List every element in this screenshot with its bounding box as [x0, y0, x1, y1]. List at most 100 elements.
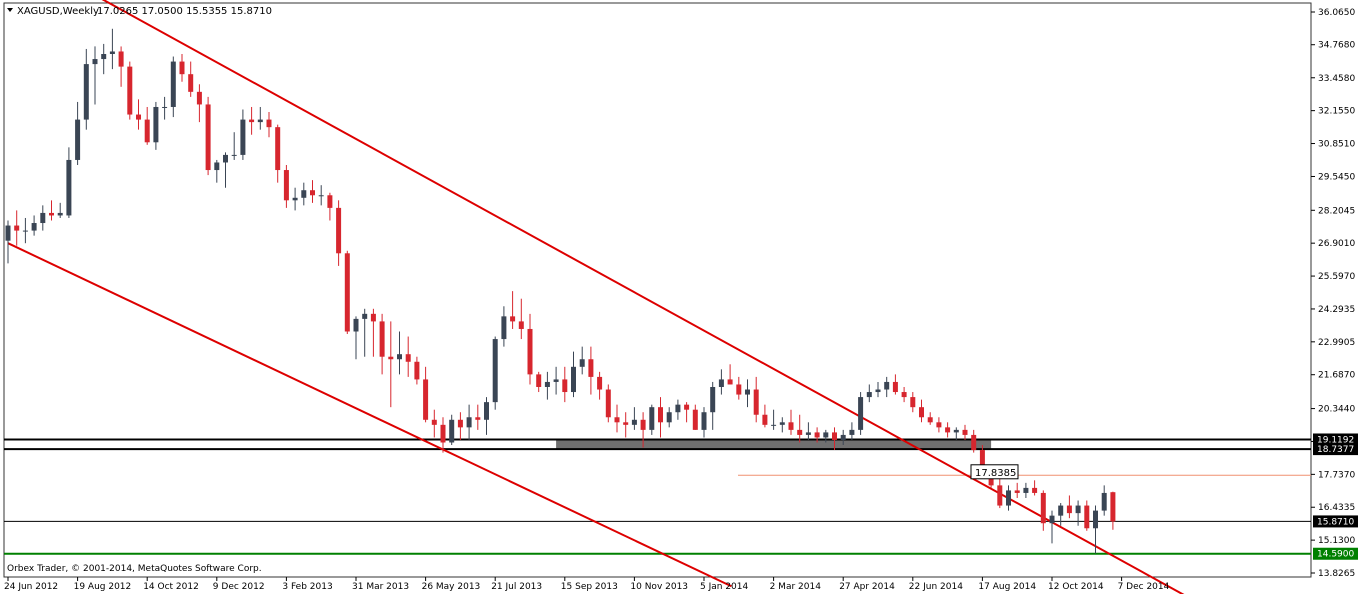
candle-body: [22, 230, 28, 232]
candle: [414, 356, 420, 385]
candle: [318, 185, 324, 206]
candle-body: [379, 321, 385, 357]
dropdown-triangle-icon[interactable]: [7, 8, 13, 12]
candle: [249, 106, 255, 135]
candle: [840, 429, 846, 446]
candle-body: [997, 485, 1003, 506]
chart-symbol-title: XAGUSD,Weekly: [17, 6, 99, 17]
candle: [666, 407, 672, 428]
candle: [449, 414, 455, 446]
candle-body: [431, 419, 437, 425]
candle: [945, 422, 951, 438]
candle-body: [840, 434, 846, 440]
candle-body: [1084, 505, 1090, 529]
candle-body: [57, 212, 63, 216]
candle: [910, 392, 916, 413]
candle-body: [214, 162, 220, 171]
y-tick-label: 26.9010: [1318, 239, 1355, 249]
candle: [805, 422, 811, 440]
candle: [892, 374, 898, 395]
candle-body: [170, 61, 176, 107]
candle-body: [188, 74, 194, 92]
chart-ohlc-values: 17.0265 17.0500 15.5355 15.8710: [97, 6, 272, 17]
candle: [571, 351, 576, 398]
y-tick-label: 36.0650: [1318, 8, 1355, 18]
candle: [849, 422, 855, 440]
candle-body: [866, 392, 872, 398]
candle: [440, 417, 446, 453]
y-tick-label: 16.4335: [1318, 503, 1355, 513]
candle: [1049, 510, 1055, 544]
candle-body: [788, 422, 794, 430]
candle: [1084, 500, 1090, 531]
channel-upper: [101, 0, 1185, 594]
price-label: 15.8710: [1313, 515, 1358, 528]
candle-body: [536, 374, 542, 387]
candle: [588, 346, 594, 395]
candle: [214, 159, 220, 183]
y-tick-label: 29.5450: [1318, 172, 1355, 182]
candle-body: [1110, 492, 1116, 522]
x-tick-label: 24 Jun 2012: [4, 582, 58, 592]
candle-body: [75, 119, 81, 160]
candle-body: [1032, 487, 1038, 493]
candle: [753, 376, 759, 423]
candle: [31, 215, 37, 236]
candle-body: [327, 195, 333, 208]
candle-body: [475, 417, 481, 420]
candle-body: [745, 389, 750, 395]
candle-body: [336, 207, 342, 254]
candle: [658, 397, 663, 438]
y-tick-label: 24.2935: [1318, 305, 1355, 315]
candle-body: [692, 409, 698, 430]
candle: [292, 187, 298, 211]
candle-body: [631, 419, 637, 425]
candle: [701, 407, 707, 438]
candle-body: [118, 51, 124, 67]
candle-body: [910, 397, 916, 408]
candle-body: [449, 419, 455, 443]
candle: [597, 371, 603, 400]
candle-body: [92, 59, 98, 65]
candle: [257, 106, 263, 130]
candle: [727, 364, 733, 385]
price-label: 19.1192: [1313, 433, 1358, 446]
candle-body: [492, 339, 498, 403]
candle: [118, 46, 124, 87]
price-annotation: 17.8385: [970, 464, 1019, 480]
candle: [75, 101, 81, 165]
candle-body: [875, 389, 881, 393]
candle: [553, 366, 559, 395]
candle: [231, 132, 237, 160]
candle-body: [892, 381, 898, 393]
candle-body: [344, 253, 350, 332]
candle: [153, 101, 159, 150]
candle: [884, 376, 890, 398]
candle-body: [901, 392, 907, 398]
y-tick-label: 34.7680: [1318, 41, 1355, 51]
candle-body: [162, 106, 168, 108]
candle-body: [640, 419, 646, 430]
x-tick-label: 5 Jan 2014: [700, 582, 748, 592]
candle-body: [927, 417, 933, 423]
candle-body: [14, 225, 20, 231]
candle: [344, 250, 350, 335]
candle: [510, 291, 516, 329]
candle-body: [388, 356, 394, 360]
candle: [40, 205, 46, 231]
candle: [5, 220, 11, 264]
candle: [223, 152, 228, 188]
candle: [927, 412, 933, 425]
candle-body: [649, 407, 655, 430]
candle: [397, 331, 402, 375]
candle-body: [588, 359, 594, 377]
x-tick-label: 17 Aug 2014: [978, 582, 1036, 592]
candle: [788, 409, 794, 435]
candle-body: [205, 104, 211, 171]
candle-body: [310, 190, 315, 196]
y-tick-label: 32.1550: [1318, 107, 1355, 117]
candle-body: [805, 432, 811, 435]
candle: [536, 371, 542, 393]
